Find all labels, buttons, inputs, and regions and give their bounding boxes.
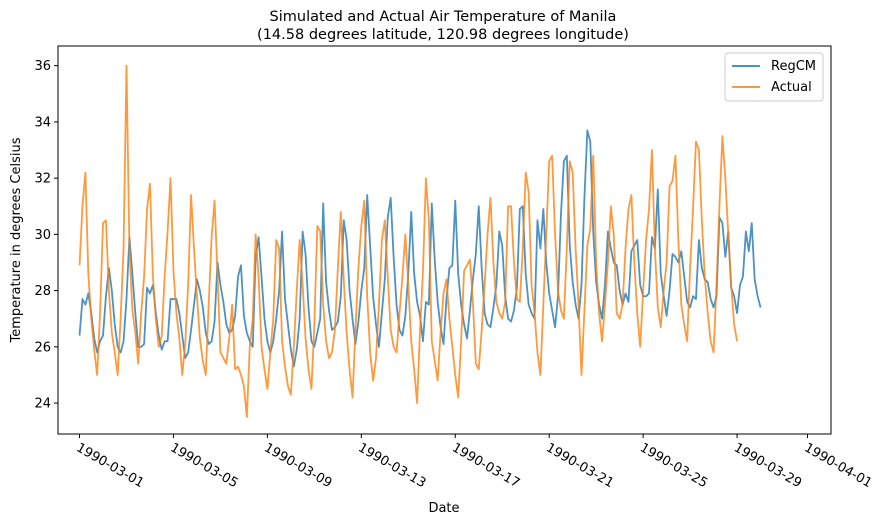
x-tick-label: 1990-03-13 (355, 440, 428, 491)
x-tick-label: 1990-03-09 (261, 440, 334, 491)
legend-label-regcm: RegCM (771, 59, 816, 74)
x-tick-label: 1990-03-21 (543, 440, 616, 491)
chart-title: Simulated and Actual Air Temperature of … (270, 9, 617, 25)
x-tick-label: 1990-03-05 (167, 440, 240, 491)
x-axis-label: Date (428, 501, 459, 516)
plot-frame (57, 45, 832, 435)
x-tick-label: 1990-03-01 (74, 440, 147, 491)
series-layer (78, 64, 762, 419)
chart-subtitle: (14.58 degrees latitude, 120.98 degrees … (257, 27, 629, 43)
x-tick-label: 1990-03-25 (637, 440, 710, 491)
y-axis: 24 26 28 30 32 34 36 (34, 59, 58, 412)
x-tick-label: 1990-03-29 (731, 440, 804, 491)
y-axis-label: Temperature in degrees Celsius (9, 137, 24, 343)
y-tick-label: 32 (34, 172, 51, 187)
x-axis: 1990-03-01 1990-03-05 1990-03-09 1990-03-13… (74, 434, 875, 491)
y-tick-label: 36 (34, 59, 51, 74)
plot-area (78, 64, 762, 419)
series-line-actual (78, 64, 738, 419)
y-tick-label: 24 (34, 397, 51, 412)
legend-label-actual: Actual (771, 80, 812, 95)
legend: RegCM Actual (724, 52, 824, 102)
y-tick-label: 34 (34, 115, 51, 130)
y-tick-label: 28 (34, 284, 51, 299)
y-tick-label: 26 (34, 340, 51, 355)
x-tick-label: 1990-03-17 (449, 440, 522, 491)
y-tick-label: 30 (34, 228, 51, 243)
x-tick-label: 1990-04-01 (802, 440, 875, 491)
